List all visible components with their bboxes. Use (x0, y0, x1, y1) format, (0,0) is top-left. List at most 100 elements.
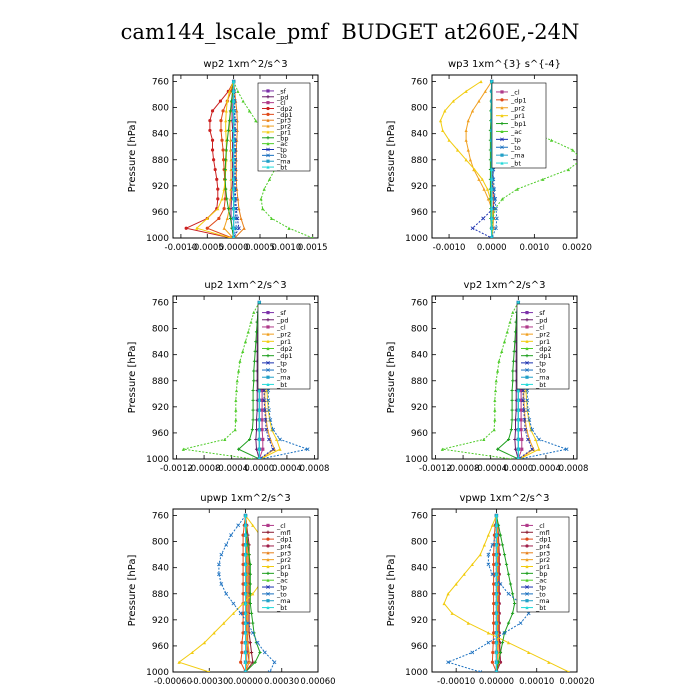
data-point (493, 418, 497, 422)
x-tick-label: -0.0004 (474, 464, 507, 474)
data-point (254, 330, 259, 334)
legend-item: _bp (262, 570, 289, 578)
legend-label: _dp1 (276, 536, 293, 544)
data-point (254, 340, 258, 344)
data-point (311, 236, 314, 238)
data-point (498, 650, 503, 655)
y-tick-label: 920 (152, 182, 169, 192)
data-point (254, 447, 259, 451)
legend-item: _ac (262, 577, 288, 585)
data-point (262, 408, 267, 412)
data-point (494, 650, 499, 655)
data-point (229, 158, 233, 162)
legend-marker (525, 530, 529, 534)
data-point (492, 582, 496, 586)
data-point (227, 119, 232, 123)
legend-item: _to (262, 590, 287, 598)
x-tick-label: 0.00000 (228, 677, 263, 687)
plot-frame (431, 295, 578, 460)
legend-item: _pr2 (521, 556, 550, 564)
legend: _sf_pd_cl_pr2_pr1_dp2_dp1_tp_to_ma_bt (257, 303, 311, 390)
x-tick-label: 0.00020 (559, 677, 594, 687)
legend-item: _pr1 (496, 112, 525, 120)
data-point (272, 660, 277, 665)
data-point (491, 650, 495, 655)
legend-label: _pr3 (276, 549, 291, 557)
legend-label: _ac (510, 128, 522, 136)
series-line (258, 302, 310, 459)
x-tick-label: 0.0004 (272, 464, 302, 474)
y-tick-label: 800 (152, 325, 169, 335)
x-tick-label: 0.0015 (298, 243, 328, 253)
legend-item: _dp1 (496, 96, 527, 104)
legend-box (516, 516, 570, 613)
legend-item: _dp2 (262, 345, 293, 353)
x-tick-label: 0.0000 (219, 243, 249, 253)
data-point (470, 562, 474, 567)
y-tick-label: 920 (152, 616, 169, 626)
data-point (210, 109, 215, 113)
data-point (224, 128, 228, 133)
legend-marker (525, 592, 529, 596)
data-point (232, 167, 236, 172)
data-point (257, 418, 261, 422)
series-dp2 (181, 300, 261, 459)
y-axis-label: Pressure [hPa] (127, 342, 138, 414)
data-point (234, 388, 239, 393)
data-point (246, 330, 250, 334)
legend-item: _pr3 (262, 549, 291, 557)
legend-marker (266, 354, 270, 358)
y-tick-label: 1000 (146, 455, 169, 465)
legend-label: _tp (535, 584, 546, 592)
data-point (232, 216, 236, 221)
data-point (510, 611, 515, 615)
legend: _cl_mfl_dp1_pr4_pr3_pr2_pr1_bp_ac_tp_to_… (516, 516, 570, 613)
data-point (564, 447, 569, 452)
data-point (493, 388, 498, 393)
data-point (486, 640, 491, 645)
legend-marker (266, 165, 270, 169)
data-point (441, 128, 445, 133)
data-point (520, 437, 524, 442)
data-point (571, 148, 575, 152)
data-point (450, 611, 454, 615)
data-point (236, 369, 241, 373)
data-point (219, 582, 224, 586)
data-point (492, 631, 496, 635)
data-point (490, 660, 495, 664)
x-tick-label: 0.0000 (503, 464, 533, 474)
legend-item: _dp1 (262, 352, 293, 360)
legend-item: _pr2 (262, 331, 291, 339)
legend-marker (500, 129, 504, 134)
legend-label: _cl (276, 323, 286, 331)
data-point (500, 197, 504, 201)
data-point (525, 388, 530, 393)
data-point (527, 650, 531, 655)
legend-marker (525, 382, 529, 387)
data-point (241, 533, 245, 537)
legend-item: _tp (262, 359, 287, 367)
data-point (241, 349, 245, 354)
legend-label: _to (535, 590, 546, 598)
legend-label: _pd (276, 93, 289, 101)
legend-marker (266, 95, 270, 99)
data-point (490, 177, 494, 181)
legend-label: _pd (276, 316, 289, 324)
data-point (511, 359, 516, 363)
legend-item: _tp (496, 136, 521, 144)
legend-marker (266, 339, 270, 343)
legend-item: _sf (262, 309, 287, 317)
y-tick-label: 960 (411, 642, 428, 652)
y-tick-label: 840 (411, 564, 428, 574)
legend-marker (266, 124, 270, 128)
data-point (261, 437, 265, 442)
data-point (511, 369, 515, 373)
legend-item: _pr3 (521, 549, 550, 557)
data-point (246, 611, 250, 615)
data-point (252, 310, 256, 314)
legend-label: _pr1 (510, 112, 525, 120)
legend-marker (525, 332, 529, 336)
y-tick-label: 760 (411, 299, 428, 309)
panel-3: up2 1xm^2/s^3 Pressure [hPa] 760 800 840 880 9… (127, 280, 329, 474)
panel-4: vp2 1xm^2/s^3 Pressure [hPa] 760 800 840 880 9… (386, 280, 588, 474)
